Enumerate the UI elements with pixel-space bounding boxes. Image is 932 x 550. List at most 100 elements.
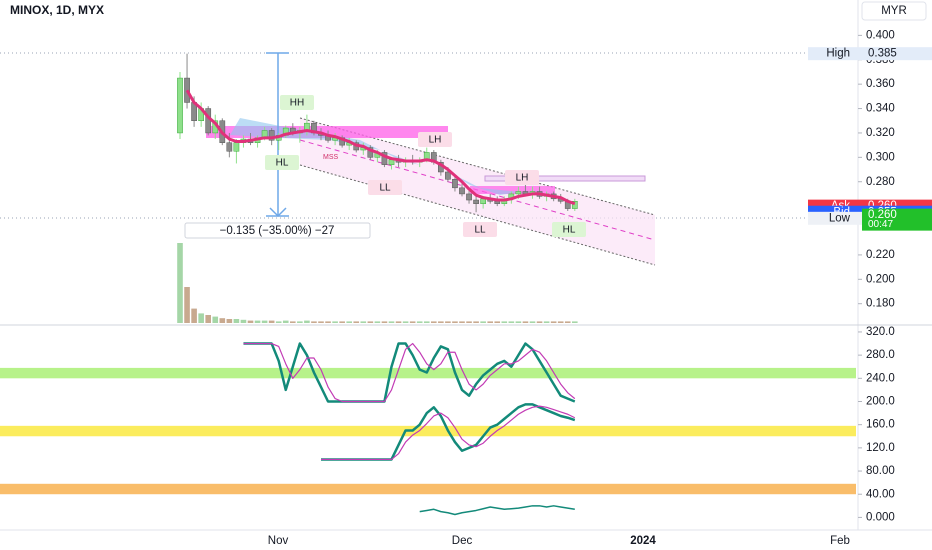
volume-bar [282, 320, 289, 323]
cloud [445, 170, 520, 195]
volume-bar [388, 321, 395, 323]
y-tick-label: 0.340 [866, 103, 895, 115]
volume-bar [325, 321, 331, 323]
label-box [463, 222, 497, 237]
volume-bar [508, 321, 515, 323]
volume-bar [184, 287, 190, 323]
volume-bar [395, 321, 402, 323]
volume-bar [466, 321, 472, 323]
candle-body [494, 201, 501, 204]
volume-bar [247, 320, 254, 323]
volume-bar [212, 316, 219, 323]
measure-arrow [269, 207, 287, 218]
measure-box [184, 222, 371, 239]
series-line [185, 89, 576, 206]
volume-bar [494, 321, 501, 323]
price-label-name: High [826, 48, 850, 60]
x-tick-label: 2024 [630, 535, 656, 547]
currency-box [861, 1, 927, 21]
volume-bar [409, 321, 416, 323]
y-tick-label: 0.180 [866, 298, 895, 310]
volume-bar [501, 321, 508, 323]
y-tick-label: 0.360 [866, 78, 895, 90]
volume-bar [515, 321, 522, 323]
band [0, 367, 856, 379]
volume-bar [261, 320, 268, 323]
candle-body [177, 77, 183, 134]
volume-bar [205, 315, 211, 323]
candle-body [268, 130, 275, 141]
volume-bar [431, 321, 437, 323]
channel-line [299, 164, 656, 266]
y-tick-label: 120.0 [866, 442, 895, 454]
volume-bar [367, 321, 374, 323]
candle-body [445, 171, 451, 180]
volume-bar [416, 321, 423, 323]
label-box [505, 170, 539, 185]
series-line [321, 405, 576, 461]
candle-body [473, 199, 479, 204]
volume-bar [459, 321, 465, 323]
volume-bar [304, 320, 310, 323]
structure-label: LH [516, 173, 529, 184]
candle-body [388, 159, 395, 165]
volume-bar [198, 313, 204, 323]
structure-label: LH [429, 135, 442, 146]
volume-bar [346, 321, 352, 323]
measure-text: −0.135 (−35.00%) −27 [220, 225, 335, 237]
label-box [280, 95, 314, 110]
countdown: 00:47 [868, 219, 893, 230]
candle-body [226, 142, 233, 152]
volume-bar [572, 321, 578, 323]
volume-bar [353, 321, 360, 323]
candle-body [480, 198, 486, 204]
volume-bar [564, 321, 571, 323]
volume-bar [438, 321, 444, 323]
structure-label: LL [379, 183, 391, 194]
structure-label: HL [563, 225, 576, 236]
label-box [265, 155, 299, 170]
last-price-box [862, 208, 932, 231]
y-tick-label: 40.00 [866, 488, 895, 500]
y-tick-label: 80.00 [866, 465, 895, 477]
volume-bar [536, 321, 543, 323]
volume-bar [290, 321, 296, 323]
volume-bar [543, 321, 550, 323]
volume-bar [226, 319, 233, 323]
currency: MYR [881, 5, 907, 17]
y-tick-label: 0.220 [866, 249, 895, 261]
series-line [419, 505, 575, 516]
volume-bar [275, 321, 282, 323]
candle-body [466, 193, 472, 201]
y-tick-label: 0.000 [866, 511, 895, 523]
y-tick-label: 160.0 [866, 419, 895, 431]
candle-body [515, 191, 522, 195]
x-tick-label: Feb [830, 535, 850, 547]
structure-label: MSS [323, 154, 339, 161]
volume-bar [529, 321, 536, 323]
y-tick-label: 0.320 [866, 127, 895, 139]
volume-bar [557, 321, 564, 323]
price-label-box [808, 47, 932, 61]
price-label-value: 0.385 [868, 48, 897, 60]
volume-bar [318, 321, 324, 323]
y-tick-label: 0.200 [866, 273, 895, 285]
band [0, 483, 856, 495]
volume-bar [522, 321, 529, 323]
y-tick-label: 200.0 [866, 396, 895, 408]
x-tick-label: Nov [268, 535, 289, 547]
candle-body [184, 77, 190, 103]
label-box [552, 222, 586, 237]
structure-label: HH [290, 98, 304, 109]
y-tick-label: 0.400 [866, 29, 895, 41]
y-tick-label: 320.0 [866, 326, 895, 338]
y-tick-label: 280.0 [866, 349, 895, 361]
volume-bar [177, 243, 183, 323]
label-box [418, 132, 452, 147]
volume-bar [445, 321, 451, 323]
volume-bar [423, 321, 430, 323]
volume-bar [487, 321, 493, 323]
last-price: 0.260 [868, 209, 897, 221]
price-label-name: Low [829, 212, 851, 224]
